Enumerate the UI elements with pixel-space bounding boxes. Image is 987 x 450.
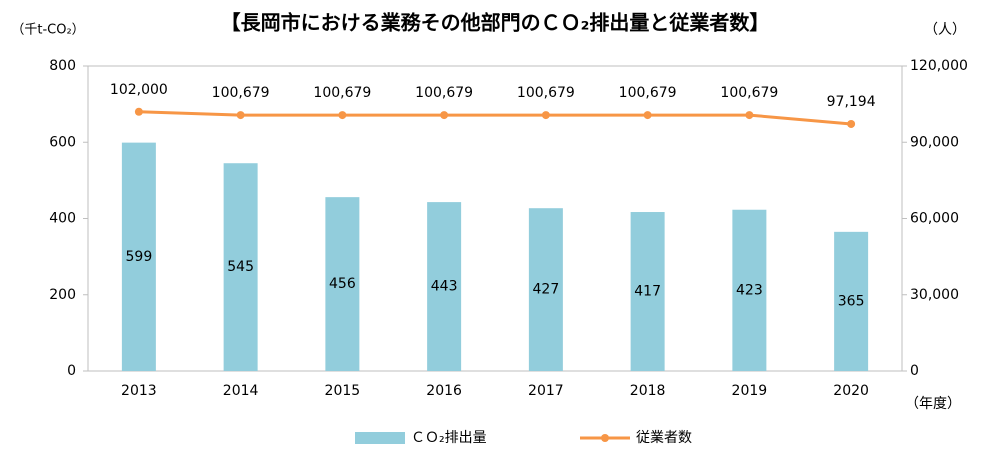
x-tick-label: 2016 (426, 383, 462, 399)
line-value-label: 100,679 (517, 85, 575, 101)
legend-label: 従業者数 (636, 430, 692, 446)
bar (223, 163, 258, 371)
bar-value-label: 365 (838, 293, 865, 309)
x-tick-label: 2014 (223, 383, 259, 399)
x-tick-label: 2013 (121, 383, 157, 399)
chart-title: 【長岡市における業務その他部門のＣＯ₂排出量と従業者数】 (221, 11, 770, 35)
line-value-label: 100,679 (720, 85, 778, 101)
y-axis-label: （千t-CO₂） (11, 23, 84, 38)
bar (834, 231, 869, 371)
line-marker (745, 111, 754, 120)
bar (630, 212, 665, 371)
x-tick-label: 2018 (630, 383, 666, 399)
bar-value-label: 545 (227, 259, 254, 275)
legend-swatch (355, 432, 405, 444)
bar-value-label: 417 (634, 284, 661, 300)
bar-value-label: 427 (533, 282, 560, 298)
line-value-label: 100,679 (212, 85, 270, 101)
line-value-label: 100,679 (619, 85, 677, 101)
line-marker (236, 111, 245, 120)
legend-marker (601, 434, 609, 442)
bar (121, 142, 156, 371)
y-tick-label: 600 (49, 134, 76, 150)
bar (325, 197, 360, 371)
bar (528, 208, 563, 371)
y2-tick-label: 30,000 (910, 287, 959, 303)
y-tick-label: 800 (49, 58, 76, 74)
line-value-label: 97,194 (827, 94, 876, 110)
bar-value-label: 423 (736, 282, 763, 298)
bar (732, 209, 767, 371)
line-value-label: 102,000 (110, 82, 168, 98)
bar-value-label: 599 (126, 249, 153, 265)
y-tick-label: 400 (49, 211, 76, 227)
plot-frame (87, 65, 903, 372)
bar-value-label: 456 (329, 276, 356, 292)
bar (427, 202, 462, 371)
line-marker (440, 111, 449, 120)
line-marker (847, 119, 856, 128)
x-axis-label: （年度） (905, 396, 961, 412)
x-tick-label: 2017 (528, 383, 564, 399)
y2-tick-label: 90,000 (910, 134, 959, 150)
legend-label: ＣＯ₂排出量 (411, 430, 487, 446)
y2-tick-label: 60,000 (910, 211, 959, 227)
line-value-label: 100,679 (415, 85, 473, 101)
x-tick-label: 2019 (732, 383, 768, 399)
x-tick-label: 2020 (833, 383, 869, 399)
line-marker (134, 107, 143, 116)
line-marker (643, 111, 652, 120)
y2-tick-label: 0 (910, 363, 919, 379)
y2-tick-label: 120,000 (910, 58, 968, 74)
line-value-label: 100,679 (313, 85, 371, 101)
y-tick-label: 0 (67, 363, 76, 379)
line-marker (338, 111, 347, 120)
line (138, 110, 852, 126)
bar-value-label: 443 (431, 279, 458, 295)
y2-axis-label: （人） (924, 22, 966, 38)
line-marker (541, 111, 550, 120)
y-tick-label: 200 (49, 287, 76, 303)
x-tick-label: 2015 (325, 383, 361, 399)
